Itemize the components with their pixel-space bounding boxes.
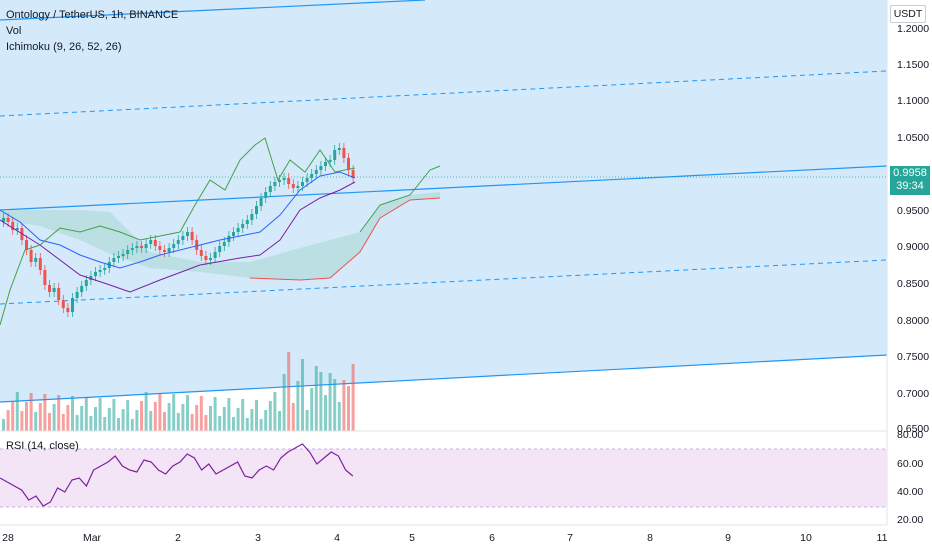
last-price-value: 0.9958	[893, 167, 927, 179]
ichimoku-indicator-label[interactable]: Ichimoku (9, 26, 52, 26)	[6, 41, 122, 53]
currency-unit-button[interactable]: USDT	[890, 5, 926, 23]
volume-bars	[2, 352, 355, 431]
time-tick-label: Mar	[83, 532, 102, 544]
time-tick-label: 5	[409, 532, 415, 544]
time-axis[interactable]: 28 Mar 2 3 4 5 6 7 8 9 10 11	[2, 532, 887, 544]
time-tick-label: 8	[647, 532, 653, 544]
price-tick-label: 0.9000	[897, 241, 929, 253]
price-tick-label: 0.8000	[897, 315, 929, 327]
rsi-tick-label: 60.00	[897, 458, 923, 470]
channel-lower-line[interactable]	[0, 354, 888, 403]
channel-mid-line[interactable]	[0, 165, 888, 211]
rsi-line	[0, 443, 354, 507]
time-tick-label: 6	[489, 532, 495, 544]
time-tick-label: 11	[877, 532, 888, 544]
rsi-axis[interactable]: 80.00 60.00 40.00 20.00	[897, 429, 923, 526]
ichimoku-lagging-span	[0, 137, 356, 326]
ichimoku-kijun	[0, 181, 356, 293]
price-tick-label: 0.7500	[897, 351, 929, 363]
time-tick-label: 9	[725, 532, 731, 544]
vol-indicator-label[interactable]: Vol	[6, 25, 22, 37]
ichimoku-tenkan	[0, 171, 356, 269]
channel-fill	[0, 0, 887, 402]
price-tick-label: 0.8500	[897, 278, 929, 290]
price-tick-label: 1.1000	[897, 95, 929, 107]
bar-countdown: 39:34	[896, 180, 924, 192]
time-tick-label: 28	[2, 532, 14, 544]
price-tick-label: 1.2000	[897, 23, 929, 35]
price-tick-label: 0.7000	[897, 388, 929, 400]
price-tick-label: 0.9500	[897, 205, 929, 217]
rsi-tick-label: 80.00	[897, 429, 923, 441]
price-tick-label: 0.6500	[897, 423, 929, 435]
channel-upper-dashed[interactable]	[0, 70, 888, 117]
time-tick-label: 7	[567, 532, 573, 544]
price-tick-label: 1.1500	[897, 59, 929, 71]
time-tick-label: 2	[175, 532, 181, 544]
time-tick-label: 4	[334, 532, 340, 544]
ichimoku-senkou-edge	[359, 165, 441, 233]
price-axis[interactable]: 1.2000 1.1500 1.1000 1.0500 0.9500 0.9000 0.85…	[897, 23, 929, 435]
last-price-badge: 0.9958 39:34	[890, 166, 930, 195]
time-tick-label: 10	[800, 532, 812, 544]
rsi-indicator-label[interactable]: RSI (14, close)	[6, 440, 79, 452]
rsi-tick-label: 40.00	[897, 486, 923, 498]
time-tick-label: 3	[255, 532, 261, 544]
symbol-title[interactable]: Ontology / TetherUS, 1h, BINANCE	[6, 9, 179, 21]
ichimoku-senkou-b-edge	[249, 197, 441, 281]
channel-lower-dashed[interactable]	[0, 259, 888, 305]
ichimoku-cloud	[0, 192, 440, 280]
channel-upper-line[interactable]	[0, 0, 426, 21]
rsi-band	[0, 449, 887, 507]
rsi-tick-label: 20.00	[897, 514, 923, 526]
price-tick-label: 1.0500	[897, 132, 929, 144]
